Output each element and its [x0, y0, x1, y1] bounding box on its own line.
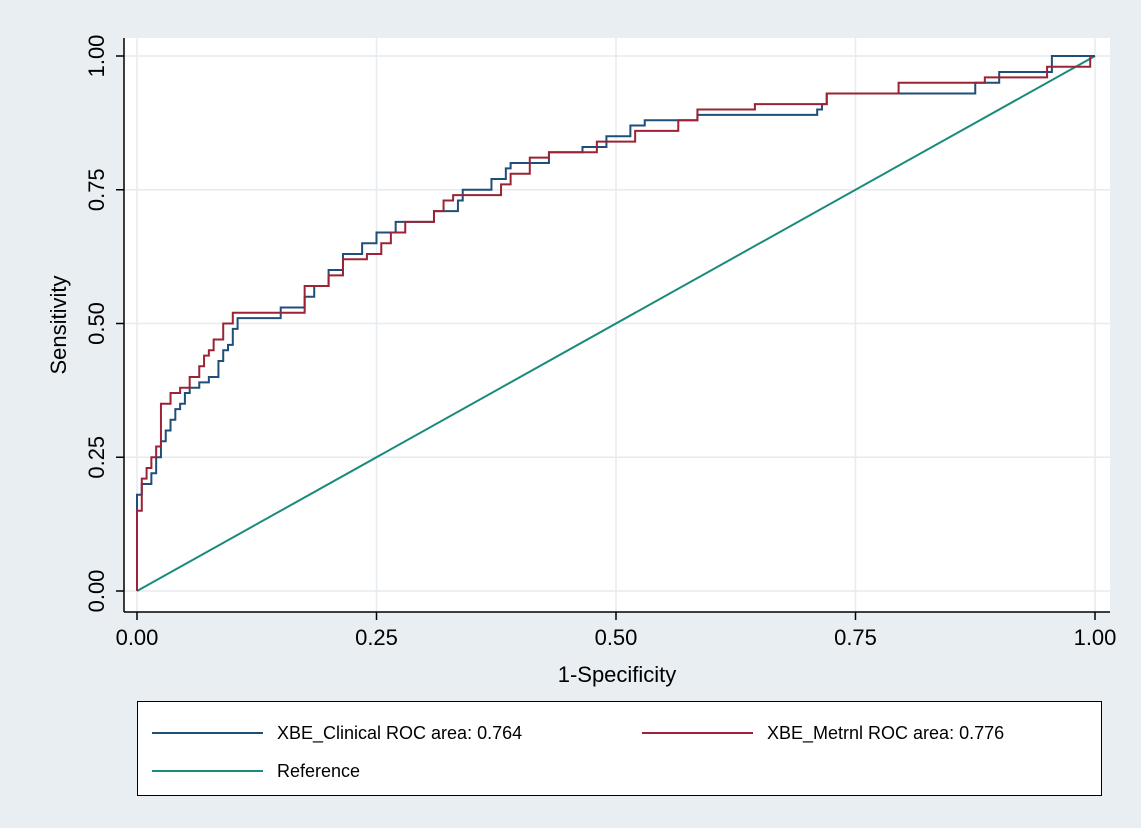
x-tick-label: 0.75 — [834, 625, 877, 650]
y-tick-label: 0.25 — [84, 436, 109, 479]
legend-item-metrnl: XBE_Metrnl ROC area: 0.776 — [642, 718, 1004, 748]
legend-label-reference: Reference — [277, 760, 361, 781]
series-line-2 — [136, 55, 1096, 592]
legend-label-metrnl: XBE_Metrnl ROC area: 0.776 — [767, 722, 1005, 743]
x-axis-label: 1-Specificity — [558, 662, 677, 687]
legend-item-clinical: XBE_Clinical ROC area: 0.764 — [152, 718, 522, 748]
legend-swatch-clinical — [152, 732, 263, 734]
series-line-1 — [136, 56, 1092, 591]
legend-label-clinical: XBE_Clinical ROC area: 0.764 — [277, 722, 523, 743]
y-tick-label: 0.00 — [84, 570, 109, 613]
y-tick-label: 0.50 — [84, 302, 109, 345]
axes — [123, 38, 1110, 613]
x-tick-label: 0.25 — [355, 625, 398, 650]
y-ticks: 0.00 0.25 0.50 0.75 1.00 — [84, 35, 124, 613]
y-axis-label: Sensitivity — [46, 275, 71, 374]
legend: XBE_Clinical ROC area: 0.764 XBE_Metrnl … — [137, 701, 1102, 796]
legend-item-reference: Reference — [152, 756, 360, 786]
legend-swatch-reference — [152, 770, 263, 772]
x-tick-label: 0.00 — [116, 625, 159, 650]
y-tick-label: 1.00 — [84, 35, 109, 78]
x-tick-label: 1.00 — [1074, 625, 1117, 650]
x-ticks: 0.00 0.25 0.50 0.75 1.00 — [116, 612, 1117, 650]
y-tick-label: 0.75 — [84, 168, 109, 211]
x-tick-label: 0.50 — [595, 625, 638, 650]
legend-swatch-metrnl — [642, 732, 753, 734]
series-line-0 — [136, 55, 1095, 591]
plot-area — [124, 38, 1110, 612]
grid-lines — [124, 38, 1110, 612]
series-layer — [136, 55, 1096, 592]
roc-chart: 0.00 0.25 0.50 0.75 1.00 0.00 0.25 0.50 0.75 1.0… — [46, 35, 1117, 687]
